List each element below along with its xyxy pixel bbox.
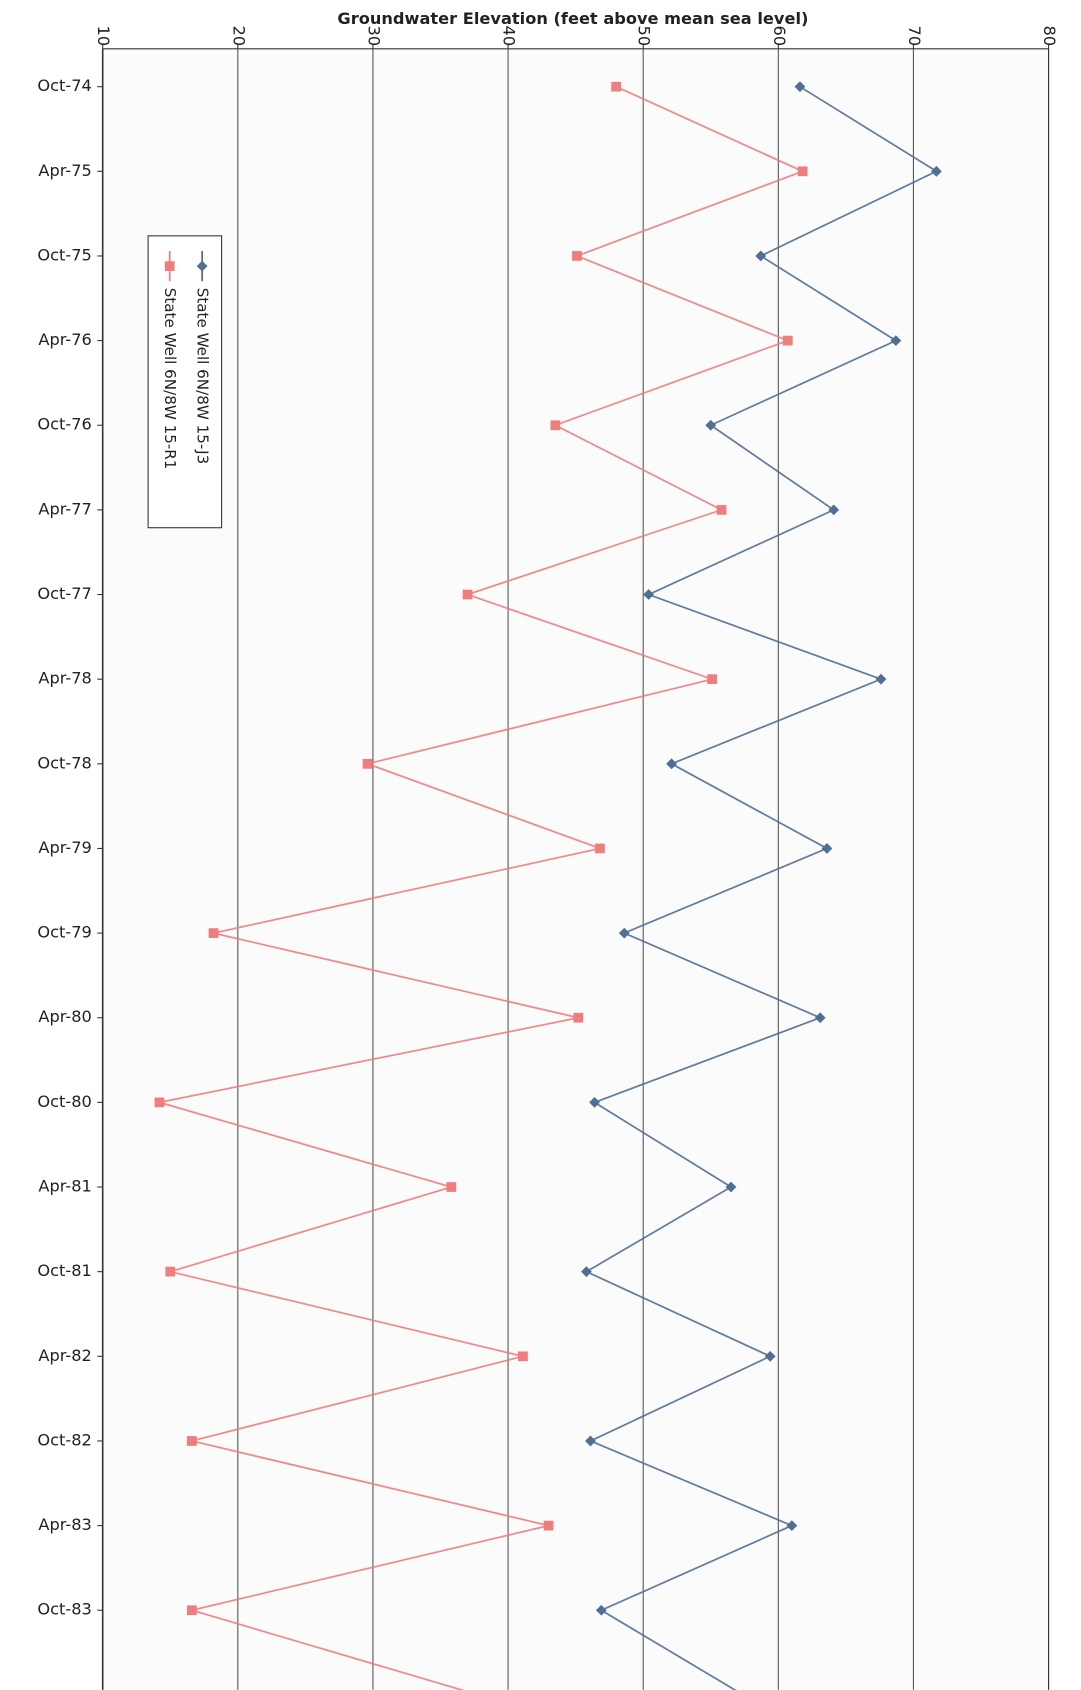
marker <box>164 261 175 271</box>
series-line <box>584 85 939 1690</box>
y-tick-label: Oct-83 <box>37 1600 91 1619</box>
y-tick-label: Oct-76 <box>37 415 91 434</box>
y-tick-label: Oct-75 <box>37 245 91 264</box>
marker <box>755 250 767 262</box>
x-tick-label: 50 <box>635 26 654 47</box>
marker <box>725 1181 737 1193</box>
marker <box>707 674 717 685</box>
marker <box>611 81 622 92</box>
marker <box>931 165 942 177</box>
marker <box>446 1182 457 1192</box>
marker <box>782 335 793 346</box>
y-tick-label: Apr-81 <box>38 1177 91 1196</box>
marker <box>165 1266 176 1277</box>
x-tick-label: 40 <box>500 26 519 47</box>
marker <box>618 927 630 939</box>
marker <box>716 505 727 515</box>
marker <box>643 589 655 600</box>
marker <box>572 251 582 261</box>
marker <box>208 928 219 938</box>
y-tick-label: Apr-75 <box>38 161 91 180</box>
marker <box>814 1012 826 1024</box>
legend-box <box>147 235 223 529</box>
x-tick-label: 70 <box>905 26 924 47</box>
y-tick-label: Apr-76 <box>38 330 91 349</box>
marker <box>666 758 677 770</box>
series-line <box>159 85 805 1690</box>
legend-label: State Well 6N/8W 15-J3 <box>194 288 212 464</box>
y-tick-label: Apr-79 <box>38 838 91 857</box>
marker <box>187 1605 197 1616</box>
marker <box>573 1012 584 1023</box>
y-tick-label: Oct-74 <box>37 76 91 95</box>
plot-area <box>102 48 1049 1690</box>
y-tick-label: Apr-77 <box>38 499 91 518</box>
marker <box>589 1096 600 1108</box>
x-tick-label: 30 <box>364 26 383 47</box>
marker <box>362 758 373 769</box>
marker <box>462 589 473 600</box>
marker <box>518 1351 528 1362</box>
y-tick-label: Oct-78 <box>37 753 91 772</box>
marker <box>595 1604 607 1616</box>
y-tick-label: Oct-82 <box>37 1430 91 1449</box>
y-tick-label: Oct-77 <box>37 584 91 603</box>
y-tick-label: Oct-79 <box>37 923 91 942</box>
legend-label: State Well 6N/8W 15-R1 <box>161 288 179 470</box>
y-tick-label: Apr-78 <box>38 669 91 688</box>
y-tick-label: Apr-80 <box>38 1007 91 1026</box>
marker <box>828 504 840 516</box>
marker <box>797 166 808 177</box>
marker <box>550 420 561 431</box>
axis-title: Groundwater Elevation (feet above mean s… <box>337 9 808 28</box>
x-tick-label: 10 <box>94 26 113 47</box>
x-tick-label: 80 <box>1040 26 1059 47</box>
marker <box>196 260 208 272</box>
marker <box>705 419 717 431</box>
marker <box>154 1097 165 1108</box>
marker <box>764 1350 776 1362</box>
marker <box>187 1436 197 1446</box>
marker <box>786 1520 798 1532</box>
marker <box>890 335 902 347</box>
y-tick-label: Apr-82 <box>38 1346 91 1365</box>
marker <box>595 843 605 854</box>
y-tick-label: Apr-83 <box>38 1515 91 1534</box>
marker <box>543 1520 554 1531</box>
x-tick-label: 20 <box>229 26 248 47</box>
y-tick-label: Oct-80 <box>37 1092 91 1111</box>
y-tick-label: Oct-81 <box>37 1261 91 1280</box>
x-tick-label: 60 <box>770 26 789 47</box>
marker <box>581 1266 592 1278</box>
marker <box>875 673 887 685</box>
marker <box>821 843 833 854</box>
marker <box>585 1435 596 1447</box>
